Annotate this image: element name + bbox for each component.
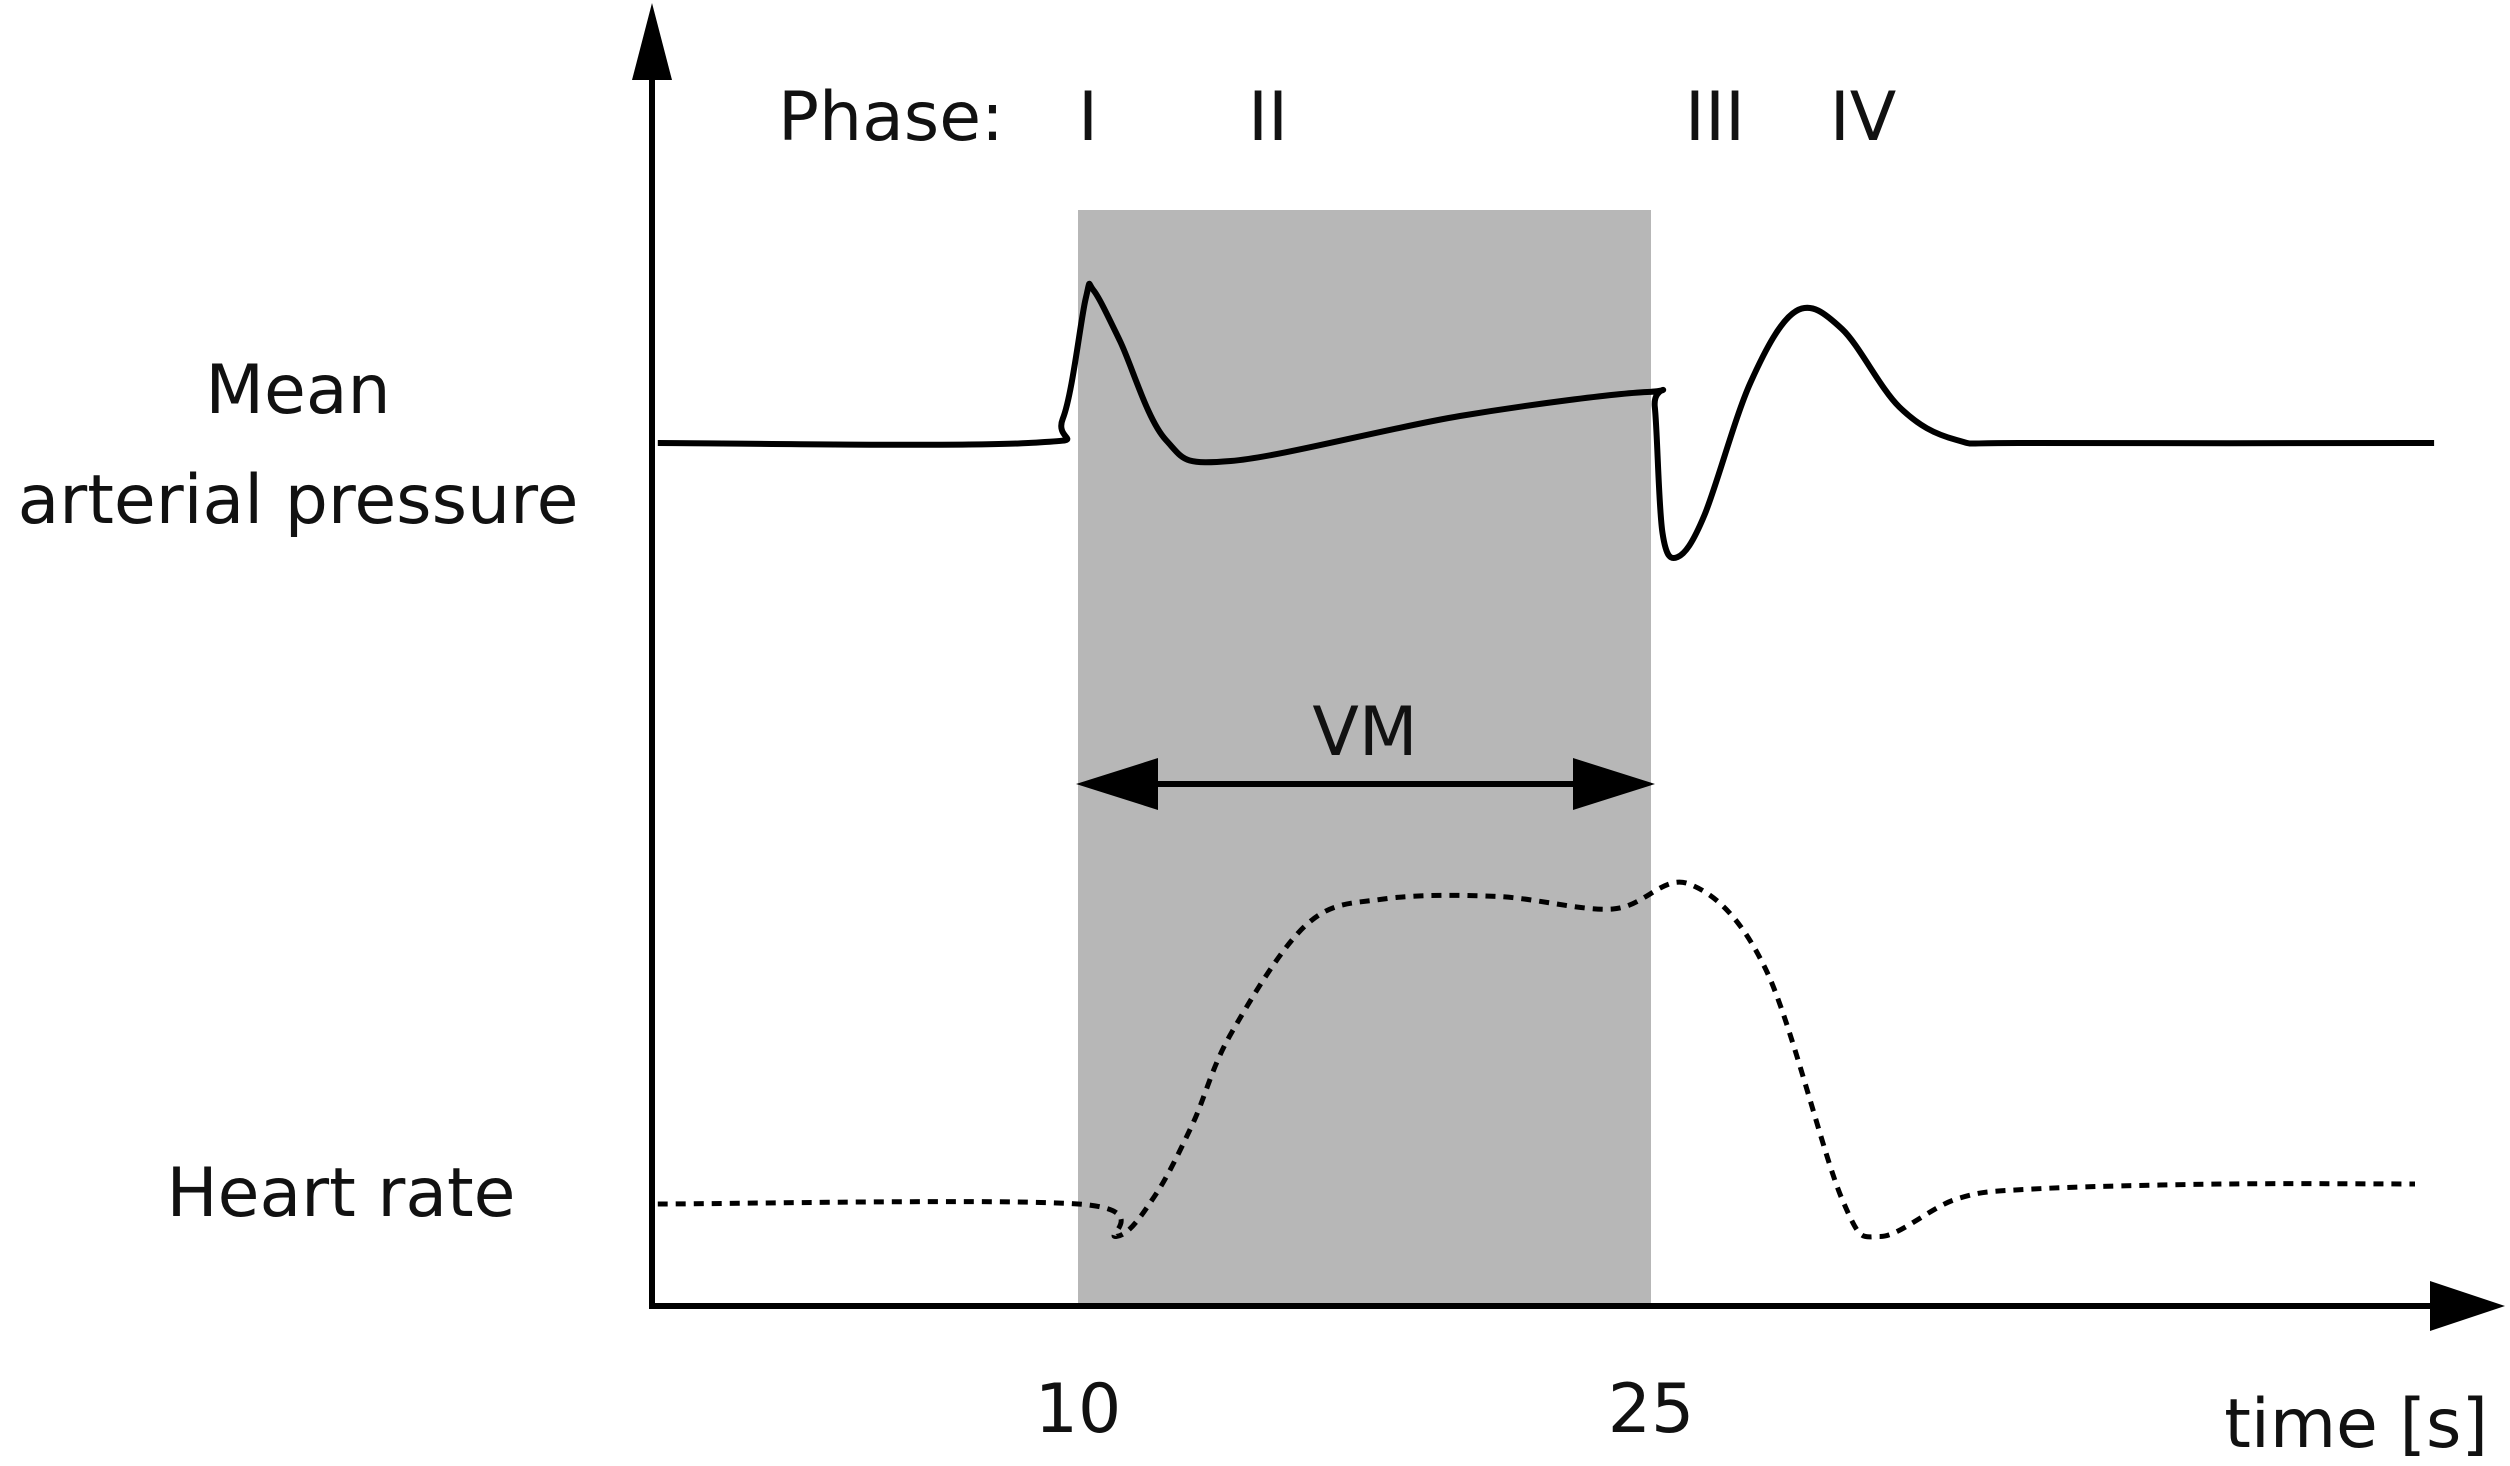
y-axis-arrowhead — [632, 3, 672, 80]
vm-arrow-left-head — [1076, 758, 1158, 810]
x-tick-10: 10 — [1035, 1370, 1122, 1449]
phase-prefix: Phase: — [778, 78, 1004, 157]
phase-label-4: IV — [1830, 78, 1897, 157]
vm-arrow-right-head — [1573, 758, 1655, 810]
heart-rate-label: Heart rate — [167, 1154, 516, 1233]
mean-arterial-pressure-curve — [657, 280, 2435, 562]
heart-rate-curve — [657, 879, 2416, 1240]
x-axis-label: time [s] — [2224, 1385, 2488, 1464]
phase-label-3: III — [1685, 78, 1745, 157]
maneuver-shading-layer — [1078, 210, 1651, 1306]
vm-label: VM — [1312, 693, 1417, 772]
vm-shaded-region — [1078, 210, 1651, 1306]
phase-label-1: I — [1078, 78, 1098, 157]
x-tick-25: 25 — [1608, 1370, 1695, 1449]
phase-label-2: II — [1248, 78, 1288, 157]
curve-layer — [657, 280, 2435, 1240]
pressure-label-line1: Mean — [205, 351, 390, 430]
x-axis-arrowhead — [2430, 1281, 2505, 1331]
pressure-label-line2: arterial pressure — [18, 461, 579, 540]
vm-duration-arrow — [1076, 758, 1655, 810]
